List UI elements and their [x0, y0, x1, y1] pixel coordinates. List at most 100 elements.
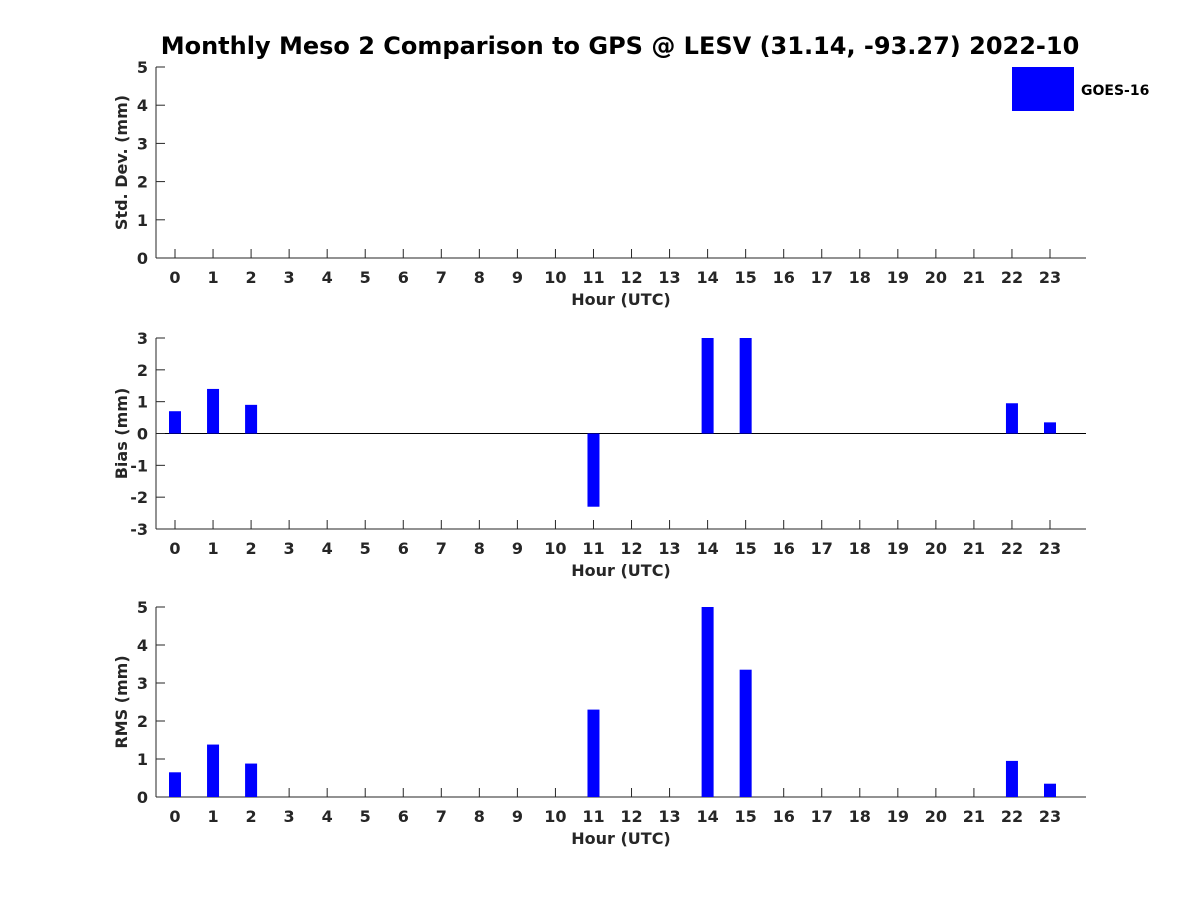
x-tick-label: 17 [811, 268, 833, 287]
x-axis-label: Hour (UTC) [571, 290, 671, 309]
x-tick-label: 4 [322, 268, 333, 287]
x-tick-label: 5 [360, 807, 371, 826]
x-tick-label: 10 [544, 268, 566, 287]
x-tick-label: 7 [436, 539, 447, 558]
x-tick-label: 19 [887, 807, 909, 826]
x-axis-label: Hour (UTC) [571, 561, 671, 580]
x-tick-label: 20 [925, 268, 947, 287]
y-tick-label: 1 [137, 211, 148, 230]
x-tick-label: 8 [474, 807, 485, 826]
x-tick-label: 14 [696, 268, 718, 287]
x-tick-label: 3 [284, 539, 295, 558]
x-tick-label: 2 [246, 807, 257, 826]
x-tick-label: 1 [207, 807, 218, 826]
x-tick-label: 18 [849, 268, 871, 287]
bar [245, 404, 258, 434]
chart-title: Monthly Meso 2 Comparison to GPS @ LESV … [161, 32, 1080, 60]
x-tick-label: 17 [811, 539, 833, 558]
bar [1044, 422, 1056, 434]
x-tick-label: 22 [1001, 268, 1023, 287]
x-tick-label: 12 [620, 539, 642, 558]
x-tick-label: 15 [735, 268, 757, 287]
y-tick-label: 5 [137, 58, 148, 77]
y-tick-label: 0 [137, 425, 148, 444]
x-tick-label: 13 [658, 539, 680, 558]
x-tick-label: 22 [1001, 807, 1023, 826]
y-tick-label: 5 [137, 598, 148, 617]
bar [245, 763, 258, 797]
y-axis-label: RMS (mm) [112, 655, 131, 748]
x-axis-label: Hour (UTC) [571, 829, 671, 848]
x-tick-label: 11 [582, 807, 604, 826]
y-tick-label: 2 [137, 712, 148, 731]
bar [739, 338, 752, 434]
x-tick-label: 21 [963, 807, 985, 826]
x-tick-label: 7 [436, 807, 447, 826]
bar [1005, 403, 1018, 434]
x-tick-label: 14 [696, 807, 718, 826]
x-tick-label: 0 [169, 539, 180, 558]
y-axis-label: Std. Dev. (mm) [112, 95, 131, 230]
x-tick-label: 2 [246, 268, 257, 287]
x-tick-label: 12 [620, 268, 642, 287]
x-tick-label: 15 [735, 539, 757, 558]
y-tick-label: 2 [137, 361, 148, 380]
x-tick-label: 18 [849, 539, 871, 558]
x-tick-label: 6 [398, 268, 409, 287]
y-tick-label: 4 [137, 636, 148, 655]
x-tick-label: 15 [735, 807, 757, 826]
x-tick-label: 18 [849, 807, 871, 826]
y-tick-label: 3 [137, 674, 148, 693]
y-tick-label: -2 [130, 488, 148, 507]
x-tick-label: 11 [582, 539, 604, 558]
x-tick-label: 13 [658, 268, 680, 287]
y-tick-label: -1 [130, 456, 148, 475]
y-tick-label: 0 [137, 249, 148, 268]
x-tick-label: 3 [284, 268, 295, 287]
y-tick-label: 3 [137, 134, 148, 153]
y-tick-label: 3 [137, 329, 148, 348]
x-tick-label: 10 [544, 539, 566, 558]
x-tick-label: 16 [773, 268, 795, 287]
x-tick-label: 4 [322, 807, 333, 826]
bar [207, 388, 220, 434]
x-tick-label: 20 [925, 539, 947, 558]
x-tick-label: 12 [620, 807, 642, 826]
x-tick-label: 6 [398, 539, 409, 558]
x-tick-label: 1 [207, 539, 218, 558]
x-tick-label: 11 [582, 268, 604, 287]
bar [169, 411, 181, 434]
y-tick-label: 2 [137, 173, 148, 192]
x-tick-label: 23 [1039, 807, 1061, 826]
legend-label: GOES-16 [1081, 83, 1149, 99]
y-tick-label: 1 [137, 750, 148, 769]
bar [207, 744, 220, 797]
x-tick-label: 3 [284, 807, 295, 826]
x-tick-label: 7 [436, 268, 447, 287]
x-tick-label: 2 [246, 539, 257, 558]
x-tick-label: 8 [474, 268, 485, 287]
x-tick-label: 5 [360, 539, 371, 558]
x-tick-label: 23 [1039, 539, 1061, 558]
x-tick-label: 8 [474, 539, 485, 558]
bar [169, 772, 181, 797]
x-tick-label: 19 [887, 268, 909, 287]
x-tick-label: 21 [963, 539, 985, 558]
x-tick-label: 20 [925, 807, 947, 826]
x-tick-label: 4 [322, 539, 333, 558]
bar [587, 709, 600, 797]
x-tick-label: 16 [773, 807, 795, 826]
x-tick-label: 9 [512, 539, 523, 558]
bar [701, 338, 714, 434]
x-tick-label: 10 [544, 807, 566, 826]
bar [739, 669, 752, 797]
x-tick-label: 19 [887, 539, 909, 558]
x-tick-label: 5 [360, 268, 371, 287]
bar [701, 607, 714, 797]
x-tick-label: 13 [658, 807, 680, 826]
x-tick-label: 0 [169, 268, 180, 287]
legend-swatch [1012, 67, 1074, 111]
